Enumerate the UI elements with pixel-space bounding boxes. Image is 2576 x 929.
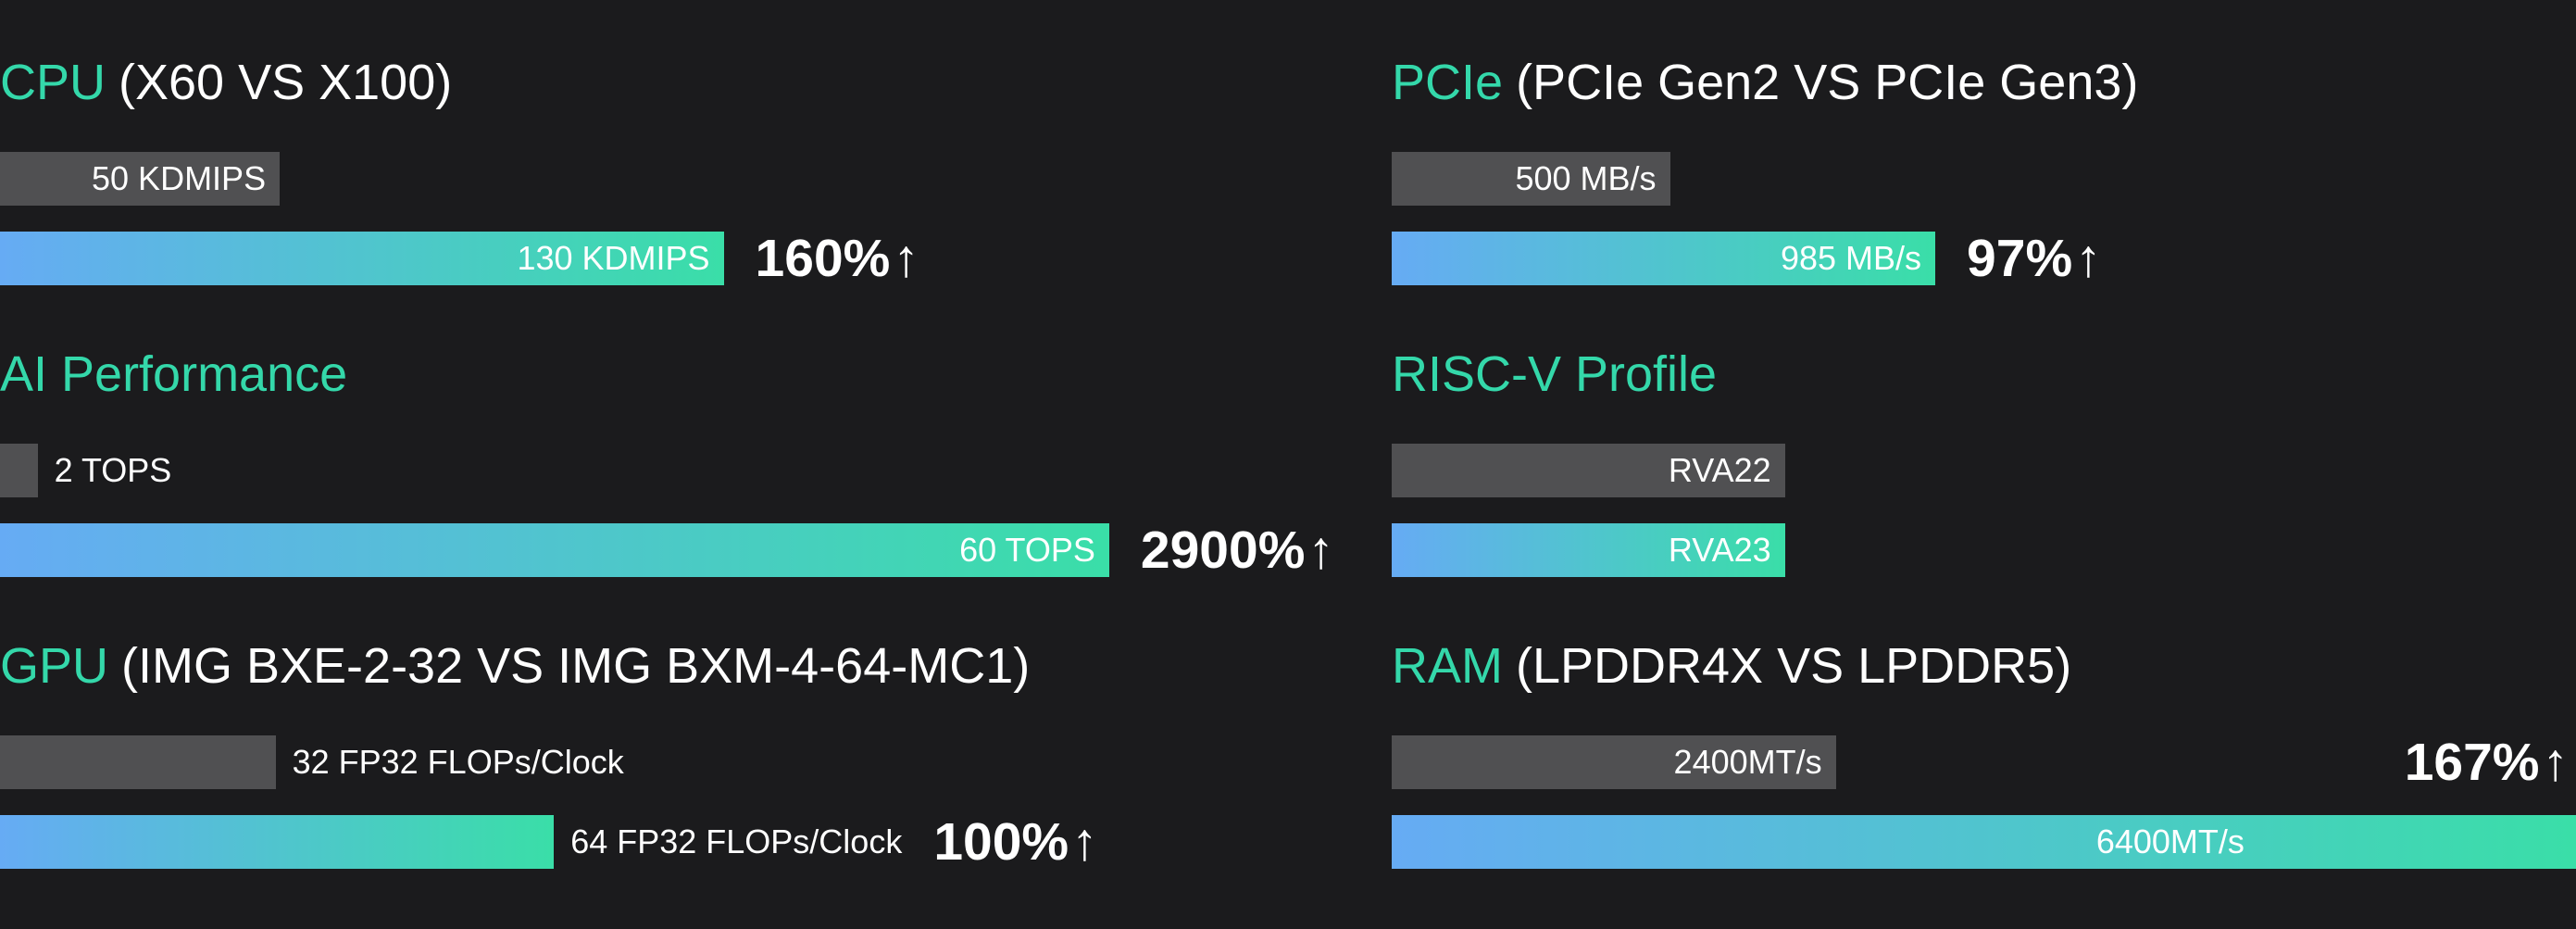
upgrade-bar: 6400MT/s [1392,815,2576,869]
improvement-label: 2900% ↑ [1141,520,1334,581]
improvement-value: 160% [755,229,891,288]
baseline-bar: 50 KDMIPS [0,152,281,206]
section-detail: (X60 VS X100) [119,55,453,110]
bar-label: 2 TOPS [54,451,172,489]
baseline-bar: RVA22 [1392,444,1785,497]
upgrade-bar-row: 985 MB/s 97% ↑ [1392,229,2576,288]
upgrade-bar: 60 TOPS [0,523,1109,577]
section-name: RISC-V Profile [1392,346,1718,402]
section-title: GPU (IMG BXE-2-32 VS IMG BXM-4-64-MC1) [0,637,1392,695]
up-arrow-icon: ↑ [2542,733,2570,792]
section-title: PCIe (PCIe Gen2 VS PCIe Gen3) [1392,54,2576,111]
improvement-value: 97% [1967,229,2073,288]
baseline-bar-row: 2400MT/s 167% ↑ [1392,733,2576,792]
section-detail: (PCIe Gen2 VS PCIe Gen3) [1516,55,2139,110]
section-name: CPU [0,55,106,110]
section-name: RAM [1392,638,1503,694]
improvement-value: 167% [2404,733,2540,792]
upgrade-bar [0,815,555,869]
section-riscv-profile: RISC-V Profile RVA22 RVA23 [1392,345,2576,637]
upgrade-bar-row: 6400MT/s [1392,815,2576,869]
upgrade-bar-row: 130 KDMIPS 160% ↑ [0,229,1392,288]
section-title: RISC-V Profile [1392,345,2576,403]
upgrade-bar-row: RVA23 [1392,523,2576,577]
improvement-label: 100% ↑ [933,811,1097,873]
up-arrow-icon: ↑ [1307,521,1334,580]
upgrade-bar-row: 64 FP32 FLOPs/Clock 100% ↑ [0,812,1392,872]
improvement-value: 100% [933,812,1069,872]
section-ram: RAM (LPDDR4X VS LPDDR5) 2400MT/s 167% ↑ 64… [1392,637,2576,929]
section-pcie: PCIe (PCIe Gen2 VS PCIe Gen3) 500 MB/s 98… [1392,54,2576,345]
section-name: PCIe [1392,55,1504,110]
bar-label: RVA23 [1668,531,1771,569]
up-arrow-icon: ↑ [893,229,919,288]
bar-label: 50 KDMIPS [92,159,267,197]
bar-label: 64 FP32 FLOPs/Clock [570,822,903,860]
baseline-bar-row: 500 MB/s [1392,152,2576,206]
upgrade-bar-row: 60 TOPS 2900% ↑ [0,521,1392,580]
upgrade-bar: RVA23 [1392,523,1785,577]
baseline-bar: 500 MB/s [1392,152,1670,206]
section-cpu: CPU (X60 VS X100) 50 KDMIPS 130 KDMIPS 16… [0,54,1392,345]
section-name: AI Performance [0,346,348,402]
bar-label: 32 FP32 FLOPs/Clock [292,743,624,781]
section-detail: (IMG BXE-2-32 VS IMG BXM-4-64-MC1) [121,638,1031,694]
bar-label: 6400MT/s [2095,822,2245,860]
section-title: AI Performance [0,345,1392,403]
upgrade-bar: 130 KDMIPS [0,232,724,285]
baseline-bar-row: 50 KDMIPS [0,152,1392,206]
section-name: GPU [0,638,109,694]
bar-label: 500 MB/s [1515,159,1657,197]
improvement-value: 2900% [1140,521,1306,580]
bar-label: 985 MB/s [1780,239,1922,277]
section-title: CPU (X60 VS X100) [0,54,1392,111]
improvement-label: 167% ↑ [2405,732,2569,793]
improvement-label: 160% ↑ [756,228,919,289]
section-ai-performance: AI Performance 2 TOPS 60 TOPS 2900% ↑ [0,345,1392,637]
bar-label: 60 TOPS [959,531,1095,569]
section-gpu: GPU (IMG BXE-2-32 VS IMG BXM-4-64-MC1) 32… [0,637,1392,929]
baseline-bar: 2400MT/s [1392,735,1836,789]
baseline-bar-row: 2 TOPS [0,444,1392,497]
baseline-bar-row: RVA22 [1392,444,2576,497]
up-arrow-icon: ↑ [1071,812,1098,872]
section-detail: (LPDDR4X VS LPDDR5) [1516,638,2072,694]
improvement-label: 97% ↑ [1967,228,2102,289]
up-arrow-icon: ↑ [2075,229,2102,288]
upgrade-bar: 985 MB/s [1392,232,1936,285]
baseline-bar [0,735,276,789]
baseline-bar [0,444,38,497]
bar-label: 130 KDMIPS [517,239,710,277]
bar-label: 2400MT/s [1673,743,1822,781]
section-title: RAM (LPDDR4X VS LPDDR5) [1392,637,2576,695]
baseline-bar-row: 32 FP32 FLOPs/Clock [0,735,1392,789]
bar-label: RVA22 [1668,451,1771,489]
